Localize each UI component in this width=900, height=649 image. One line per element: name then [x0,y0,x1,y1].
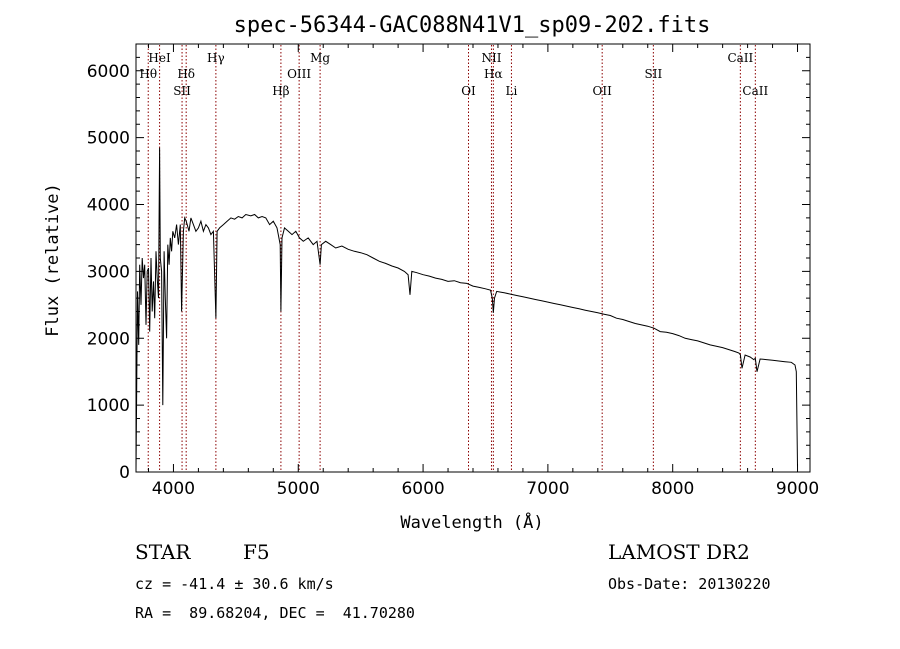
y-axis-label: Flux (relative) [43,183,63,337]
x-tick-label-1: 5000 [277,479,320,499]
marker-label-6: OIII [287,67,311,81]
coordinates: RA = 89.68204, DEC = 41.70280 [135,604,415,622]
marker-label-3: Hδ [177,67,195,81]
plot-frame [135,43,811,473]
y-tick-label-1: 1000 [87,396,130,416]
object-subclass: F5 [243,540,270,564]
marker-label-14: CaII [727,51,753,65]
x-tick-label-0: 4000 [152,479,195,499]
marker-label-10: Hα [484,67,503,81]
marker-label-8: OI [461,84,476,98]
marker-label-15: CaII [742,84,768,98]
y-tick-label-4: 4000 [87,196,130,216]
chart-title: spec-56344-GAC088N41V1_sp09-202.fits [234,13,711,38]
y-tick-label-3: 3000 [87,262,130,282]
marker-label-9: NII [481,51,501,65]
marker-label-4: Hγ [207,51,225,65]
marker-label-2: SII [173,84,191,98]
x-tick-label-2: 6000 [401,479,444,499]
marker-label-12: OII [593,84,613,98]
y-tick-label-5: 5000 [87,129,130,149]
marker-label-1: HeI [148,51,171,65]
obs-date: Obs-Date: 20130220 [608,575,771,593]
y-tick-label-2: 2000 [87,329,130,349]
y-tick-label-6: 6000 [87,62,130,82]
x-tick-label-4: 8000 [651,479,694,499]
marker-label-5: Hβ [272,84,289,98]
survey-name: LAMOST DR2 [608,540,750,564]
object-type: STAR [135,540,191,564]
marker-label-0: Hθ [139,67,157,81]
spectral-line-markers [147,45,756,471]
x-tick-label-3: 7000 [526,479,569,499]
y-axis-ticks: 0 1000 2000 3000 4000 5000 6000 [87,43,810,483]
x-axis-ticks: 4000 5000 6000 7000 8000 9000 [147,44,819,499]
marker-label-13: SII [645,67,663,81]
marker-label-11: Li [506,84,518,98]
redshift-readout: cz = -41.4 ± 30.6 km/s [135,575,334,593]
spectrum-line [135,147,798,473]
marker-label-7: Mg [310,51,330,65]
y-tick-label-0: 0 [119,463,130,483]
x-axis-label: Wavelength (Å) [400,511,543,533]
x-tick-label-5: 9000 [776,479,819,499]
